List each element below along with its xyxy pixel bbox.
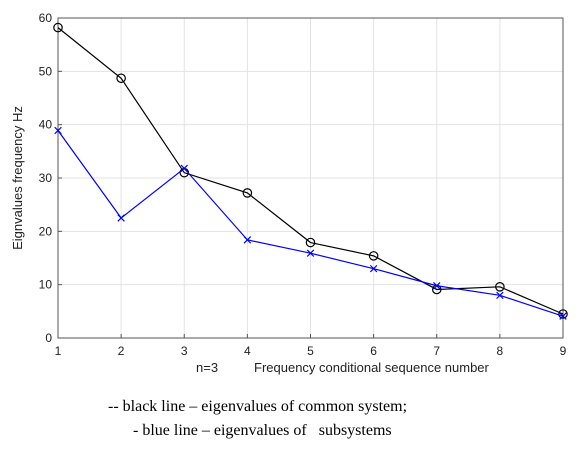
- y-tick-label: 0: [45, 331, 52, 345]
- data-point-circle: [368, 251, 379, 261]
- data-point-circle: [53, 22, 63, 33]
- line-chart: 1 2 3 4 5 6 7 8 9 0 10 20 30 40 50 60 Eignvalues freque…: [10, 11, 568, 375]
- data-point-x: [433, 282, 441, 290]
- data-point-x: [117, 214, 125, 222]
- series-layer: [53, 22, 568, 320]
- x-tick-label: 5: [307, 344, 314, 358]
- y-tick-label: 30: [39, 171, 53, 185]
- x-tick-label: 6: [370, 344, 377, 358]
- caption-line-black: -- black line – eigenvalues of common sy…: [108, 398, 408, 415]
- data-point-circle: [242, 188, 253, 198]
- x-tick-label: 4: [244, 344, 251, 358]
- axis-ticks: 1 2 3 4 5 6 7 8 9 0 10 20 30 40 50 60: [39, 11, 567, 358]
- x-axis-label-prefix: n=3: [196, 360, 218, 375]
- x-tick-label: 1: [55, 344, 62, 358]
- y-tick-label: 20: [39, 224, 53, 238]
- caption-line-blue: - blue line – eigenvalues of subsystems: [133, 422, 392, 439]
- data-point-x: [180, 164, 188, 173]
- y-tick-label: 60: [39, 11, 53, 25]
- data-point-circle: [558, 309, 568, 319]
- x-tick-label: 3: [181, 344, 188, 358]
- data-point-circle: [116, 73, 126, 84]
- x-tick-label: 7: [433, 344, 440, 358]
- x-tick-label: 2: [118, 344, 125, 358]
- data-point-x: [306, 249, 315, 257]
- x-axis-label: Frequency conditional sequence number: [254, 360, 490, 375]
- x-tick-label: 8: [497, 344, 504, 358]
- data-point-circle: [305, 237, 316, 248]
- y-tick-label: 50: [39, 64, 53, 78]
- series-2: [54, 126, 567, 320]
- y-tick-label: 10: [39, 278, 53, 292]
- y-axis-label: Eignvalues frequency Hz: [10, 106, 25, 250]
- grid: [57, 17, 564, 339]
- data-point-x: [243, 236, 252, 244]
- x-tick-label: 9: [560, 344, 567, 358]
- data-point-x: [54, 126, 62, 135]
- data-point-circle: [495, 281, 505, 292]
- data-point-x: [496, 291, 504, 300]
- y-tick-label: 40: [39, 118, 53, 132]
- data-point-x: [369, 264, 378, 273]
- data-point-x: [559, 312, 567, 320]
- series-1-line: [57, 27, 564, 315]
